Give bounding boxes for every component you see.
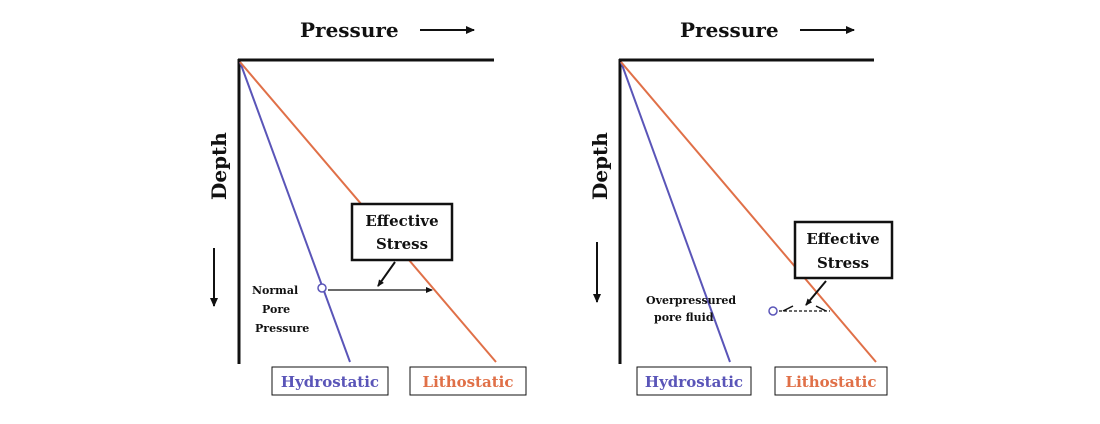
right-lithostatic-legend: Lithostatic	[786, 373, 877, 391]
left-effective-stress-box	[350, 202, 454, 262]
right-callout-line-2: Stress	[817, 254, 869, 272]
left-note-line-2: Pore	[262, 303, 290, 316]
left-hydrostatic-legend: Hydrostatic	[281, 373, 379, 391]
left-callout-line-2: Stress	[376, 235, 428, 253]
right-lithostatic-legend-box	[774, 366, 888, 396]
left-hydrostatic-legend-box	[271, 366, 389, 396]
left-pore-pressure-point	[317, 283, 327, 293]
right-pressure-label: Pressure	[680, 18, 779, 42]
left-lithostatic-legend-box	[409, 366, 527, 396]
left-panel: Pressure Depth Effective Stress Normal P…	[207, 18, 527, 396]
right-note-line-2: pore fluid	[654, 311, 714, 324]
right-hydrostatic-line	[620, 61, 731, 363]
left-hydrostatic-line	[239, 61, 351, 363]
right-hydrostatic-legend: Hydrostatic	[645, 373, 743, 391]
right-pore-pressure-point	[768, 306, 778, 316]
left-pressure-label: Pressure	[300, 18, 399, 42]
right-callout-pointer	[805, 280, 827, 306]
right-depth-label: Depth	[588, 132, 612, 200]
right-hydrostatic-legend-box	[636, 366, 752, 396]
left-depth-label: Depth	[207, 132, 231, 200]
right-callout-line-1: Effective	[806, 230, 879, 248]
left-lithostatic-legend: Lithostatic	[423, 373, 514, 391]
left-callout-line-1: Effective	[365, 212, 438, 230]
left-note-line-3: Pressure	[255, 322, 309, 335]
left-note-line-1: Normal	[252, 284, 298, 297]
right-note-line-1: Overpressured	[646, 294, 736, 307]
right-effective-stress-box	[793, 220, 894, 280]
right-span-arrow-right	[815, 305, 827, 312]
left-callout-pointer	[377, 261, 396, 287]
right-span-arrow-left	[782, 305, 794, 312]
right-lithostatic-line	[620, 61, 877, 363]
right-panel: Pressure Depth Effective Stress Overpres…	[588, 18, 894, 396]
